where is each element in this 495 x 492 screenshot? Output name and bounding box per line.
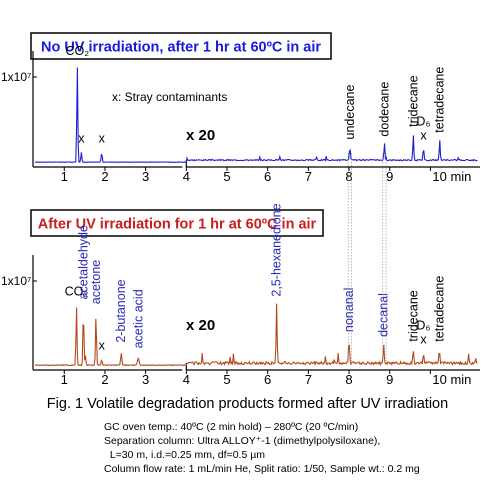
x-tick-label: 7 xyxy=(305,169,312,184)
panel-title-box xyxy=(30,209,324,237)
peak-label: CO₂ xyxy=(65,285,89,299)
x-tick-label: 3 xyxy=(142,169,149,184)
x-tick-label: 7 xyxy=(305,372,312,387)
note-label: x: Stray contaminants xyxy=(112,90,227,104)
peak-label: tetradecane xyxy=(433,67,447,133)
peak-label: undecane xyxy=(343,85,357,140)
panel-title-box xyxy=(30,32,332,60)
peak-label: tridecane xyxy=(406,75,420,126)
x-tick-label: 9 xyxy=(386,169,393,184)
x-tick-label: 2 xyxy=(101,169,108,184)
x-tick-label: 1 xyxy=(61,372,68,387)
x-tick-label: 5 xyxy=(223,169,230,184)
peak-label: tridecane xyxy=(406,290,420,341)
x-tick-label: 4 xyxy=(183,169,190,184)
panel-title: No UV irradiation, after 1 hr at 60ºC in… xyxy=(41,40,321,56)
chart-panel-1: No UV irradiation, after 1 hr at 60ºC in… xyxy=(1,32,480,184)
magnification-label: x 20 xyxy=(186,127,215,144)
x-tick-label: 10 min xyxy=(432,169,471,184)
figure-caption: Fig. 1 Volatile degradation products for… xyxy=(46,396,449,412)
x-tick-label: 3 xyxy=(142,372,149,387)
peak-label: x xyxy=(99,338,106,352)
peak-label: acetone xyxy=(89,260,103,305)
x-tick-label: 9 xyxy=(386,372,393,387)
peak-label: x xyxy=(78,131,85,145)
chromatogram-svg: No UV irradiation, after 1 hr at 60ºC in… xyxy=(1,32,480,387)
x-tick-label: 1 xyxy=(61,169,68,184)
chart-panel-2: After UV irradiation for 1 hr at 60ºC in… xyxy=(1,203,480,387)
peak-label: 2,5-hexanedione xyxy=(270,203,284,296)
signal-trace xyxy=(34,303,478,367)
x-tick-label: 10 min xyxy=(432,372,471,387)
x-tick-label: 5 xyxy=(223,372,230,387)
peak-label: acetic acid xyxy=(131,289,145,348)
y-tick-label: 1x10⁷ xyxy=(1,274,31,288)
peak-label: dodecane xyxy=(377,82,391,137)
peak-label: nonanal xyxy=(342,288,356,333)
peak-label: CO₂ xyxy=(65,44,89,58)
peak-sub-label: D₆ xyxy=(416,319,430,333)
peak-label: acetaldehyde xyxy=(76,225,90,299)
x-tick-label: 6 xyxy=(264,372,271,387)
peak-label: decanal xyxy=(377,293,391,337)
condition-line-dimensions: L=30 m, i.d.=0.25 mm, df=0.5 µm xyxy=(104,449,266,461)
x-tick-label: 8 xyxy=(345,372,352,387)
condition-line-flow: Column flow rate: 1 mL/min He, Split rat… xyxy=(104,463,420,475)
peak-label: 2-butanone xyxy=(114,279,128,342)
x-tick-label: 2 xyxy=(101,372,108,387)
y-tick-label: 1x10⁷ xyxy=(1,70,31,84)
x-tick-label: 6 xyxy=(264,169,271,184)
peak-label: x xyxy=(99,131,106,145)
x-tick-label: 4 xyxy=(183,372,190,387)
peak-label: tetradecane xyxy=(432,276,446,342)
panel-title: After UV irradiation for 1 hr at 60ºC in… xyxy=(38,217,317,233)
x-tick-label: 8 xyxy=(345,169,352,184)
peak-sub-label: D₆ xyxy=(416,114,430,128)
signal-trace xyxy=(34,67,478,163)
magnification-label: x 20 xyxy=(186,317,215,334)
peak-label: x xyxy=(420,128,427,142)
condition-line-column: Separation column: Ultra ALLOY⁺-1 (dimet… xyxy=(104,435,381,447)
condition-line-oven: GC oven temp.: 40ºC (2 min hold) – 280ºC… xyxy=(104,421,359,433)
peak-label: x xyxy=(420,333,427,347)
